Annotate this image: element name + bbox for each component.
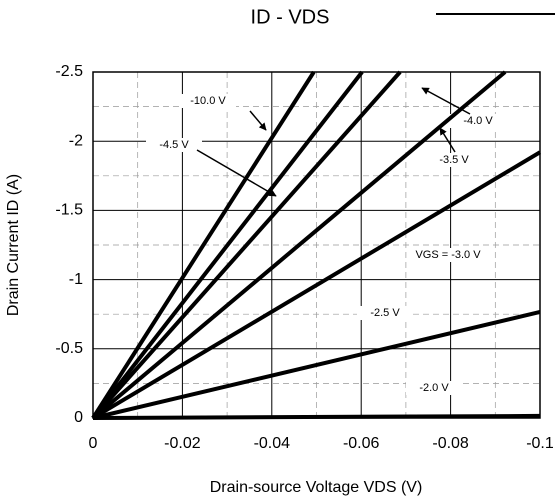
series-line	[91, 70, 402, 420]
label-bg	[426, 153, 482, 167]
series-label: VGS = -3.0 V	[415, 249, 481, 261]
series-label: -2.5 V	[370, 307, 400, 319]
label-bg	[450, 114, 506, 128]
series-line	[92, 413, 541, 420]
series-label: -3.5 V	[439, 154, 469, 166]
y-tick-label: -0.5	[55, 340, 83, 357]
x-tick-label: -0.04	[254, 435, 291, 452]
series-line	[91, 70, 316, 420]
x-tick-label: 0	[89, 435, 98, 452]
y-tick-label: 0	[74, 409, 83, 426]
x-tick-label: -0.1	[526, 435, 554, 452]
series-label: -4.5 V	[159, 139, 189, 151]
arrow	[439, 127, 456, 153]
x-tick-label: -0.06	[343, 435, 380, 452]
x-axis-label: Drain-source Voltage VDS (V)	[210, 479, 423, 496]
label-bg	[420, 248, 476, 262]
arrow	[249, 110, 267, 131]
series-label: -2.0 V	[419, 382, 449, 394]
label-bg	[146, 138, 202, 152]
arrow	[421, 87, 471, 115]
series-label: -10.0 V	[190, 95, 226, 107]
x-tick-label: -0.02	[164, 435, 201, 452]
x-tick-label: -0.08	[432, 435, 469, 452]
series-line	[92, 310, 541, 420]
y-tick-label: -1.5	[55, 202, 83, 219]
label-bg	[406, 381, 462, 395]
chart-title: ID - VDS	[251, 6, 330, 28]
y-tick-label: -2.5	[55, 63, 83, 80]
label-bg	[180, 94, 236, 108]
arrow	[196, 149, 277, 197]
y-axis-label: Drain Current ID (A)	[5, 174, 22, 316]
label-bg	[357, 306, 413, 320]
series-line	[91, 70, 507, 420]
y-tick-label: -2	[69, 132, 83, 149]
series-line	[91, 150, 542, 420]
series-label: -4.0 V	[463, 115, 493, 127]
y-tick-label: -1	[69, 271, 83, 288]
series-line	[91, 70, 364, 420]
decor-bar	[436, 13, 555, 15]
